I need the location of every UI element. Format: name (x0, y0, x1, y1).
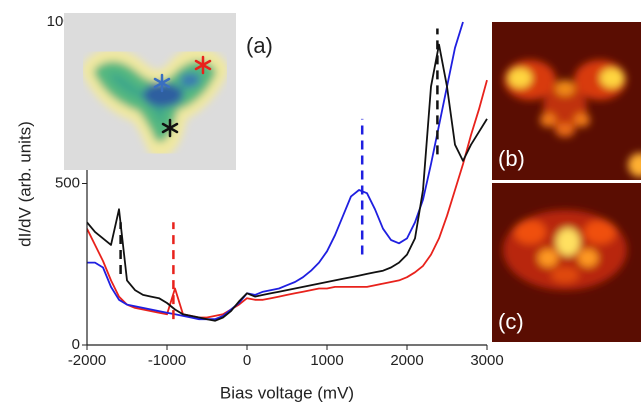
x-tick-label: 3000 (470, 352, 503, 369)
x-axis-label: Bias voltage (mV) (220, 383, 354, 402)
x-tick-label: 0 (243, 352, 251, 369)
stm-image-c (492, 183, 641, 342)
plot-area (87, 21, 488, 322)
series-line (87, 79, 488, 319)
x-tick-label: -2000 (68, 352, 106, 369)
series-line (87, 21, 464, 321)
y-axis-label: dI/dV (arb. units) (15, 121, 34, 247)
panel-label: (c) (498, 309, 524, 334)
y-tick-label: 500 (55, 174, 80, 191)
x-tick-label: 1000 (310, 352, 343, 369)
x-tick-label: -1000 (148, 352, 186, 369)
stm-image-b (492, 22, 641, 180)
x-tick-label: 2000 (390, 352, 423, 369)
y-tick-label: 0 (72, 336, 80, 353)
inset-image (64, 13, 236, 170)
series-line (87, 43, 488, 322)
panel-label: (b) (498, 146, 525, 171)
panel-label: (a) (246, 33, 273, 58)
